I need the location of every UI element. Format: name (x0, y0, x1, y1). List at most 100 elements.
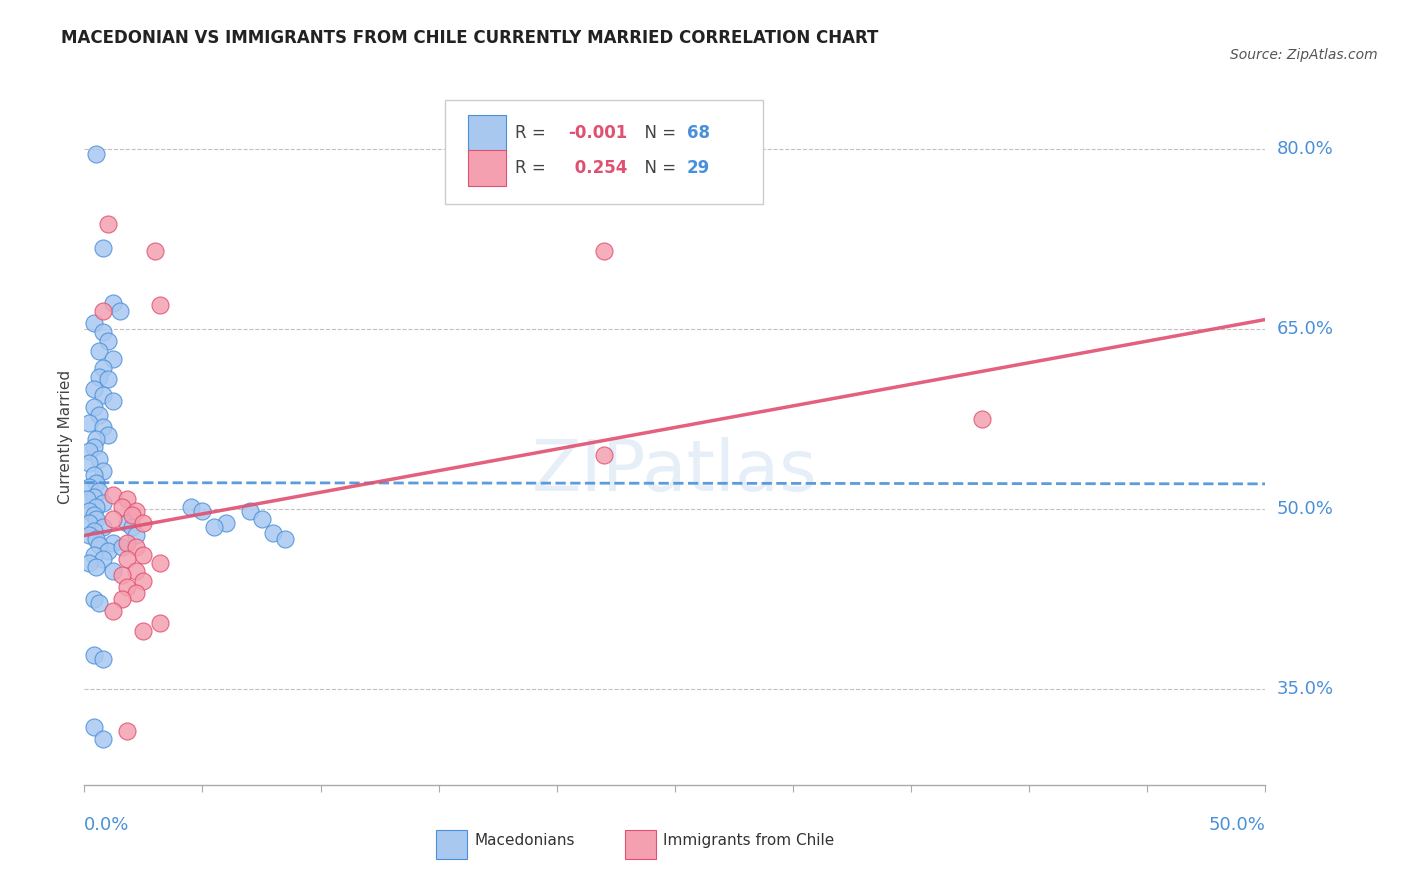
Point (101, 394, 124, 409)
Point (125, 565, 148, 579)
Point (101, 488, 124, 502)
Point (91, 464, 114, 478)
Text: 50.0%: 50.0% (1277, 500, 1333, 518)
FancyBboxPatch shape (626, 830, 657, 859)
FancyBboxPatch shape (468, 115, 506, 151)
Point (77, 504, 100, 518)
Point (84, 475, 107, 490)
Point (91, 732, 114, 747)
Point (91, 420, 114, 434)
Point (250, 511, 273, 525)
Point (83, 440, 105, 454)
Point (84, 433, 107, 447)
Point (132, 624, 155, 639)
Point (970, 412, 993, 426)
Point (84, 500, 107, 514)
Point (101, 295, 124, 310)
Point (97, 544, 120, 558)
Point (77, 444, 100, 458)
Point (87, 538, 110, 552)
Point (121, 508, 143, 522)
Point (239, 504, 262, 518)
Text: 68: 68 (686, 124, 710, 142)
Point (274, 532, 297, 546)
Point (83, 490, 105, 504)
Text: ZIPatlas: ZIPatlas (531, 437, 818, 507)
Point (125, 541, 148, 555)
Point (83, 382, 105, 396)
Point (143, 244, 166, 259)
Point (87, 484, 110, 499)
Point (108, 304, 131, 318)
Point (83, 508, 105, 522)
Point (101, 352, 124, 367)
Y-axis label: Currently Married: Currently Married (58, 370, 73, 504)
Point (84, 511, 107, 525)
Point (262, 526, 284, 541)
Point (83, 524, 105, 538)
Point (202, 520, 225, 534)
Point (111, 568, 134, 582)
Point (132, 574, 155, 588)
Text: N =: N = (634, 159, 681, 177)
Point (115, 723, 138, 738)
Point (215, 516, 238, 531)
Text: 80.0%: 80.0% (1277, 140, 1333, 158)
Point (83, 316, 105, 330)
Point (101, 565, 124, 579)
Point (87, 370, 110, 384)
Point (83, 548, 105, 562)
Point (121, 520, 143, 534)
Point (101, 604, 124, 618)
Text: 29: 29 (686, 159, 710, 177)
Text: R =: R = (516, 124, 551, 142)
Point (191, 504, 214, 518)
Point (77, 416, 100, 430)
Point (91, 388, 114, 402)
Point (83, 592, 105, 607)
Point (115, 552, 138, 566)
Point (77, 556, 100, 570)
Text: Immigrants from Chile: Immigrants from Chile (664, 833, 834, 848)
Point (76, 492, 98, 507)
Point (125, 586, 148, 600)
Text: 0.254: 0.254 (568, 159, 627, 177)
Point (115, 516, 138, 531)
Point (125, 528, 148, 542)
Point (97, 427, 120, 442)
Point (97, 217, 120, 231)
Point (132, 548, 155, 562)
Text: 35.0%: 35.0% (1277, 680, 1334, 698)
Text: Macedonians: Macedonians (474, 833, 575, 848)
Text: Source: ZipAtlas.com: Source: ZipAtlas.com (1230, 48, 1378, 62)
Point (77, 528, 100, 542)
Point (83, 720, 105, 734)
Point (149, 556, 172, 570)
Point (87, 409, 110, 423)
Point (97, 372, 120, 386)
Point (132, 516, 155, 531)
Point (149, 615, 172, 630)
Point (125, 504, 148, 518)
Point (84, 147, 107, 161)
Point (77, 516, 100, 531)
Text: R =: R = (516, 159, 551, 177)
Point (91, 241, 114, 255)
Point (115, 492, 138, 507)
Point (593, 448, 616, 462)
Point (77, 457, 100, 471)
Text: 50.0%: 50.0% (1209, 815, 1265, 833)
Point (87, 596, 110, 610)
Point (111, 541, 134, 555)
Point (91, 652, 114, 666)
Point (115, 535, 138, 549)
Point (87, 451, 110, 466)
Text: MACEDONIAN VS IMMIGRANTS FROM CHILE CURRENTLY MARRIED CORRELATION CHART: MACEDONIAN VS IMMIGRANTS FROM CHILE CURR… (60, 29, 879, 47)
Point (91, 520, 114, 534)
Point (91, 325, 114, 339)
Text: 65.0%: 65.0% (1277, 320, 1333, 338)
Point (111, 592, 134, 607)
Point (91, 304, 114, 318)
Text: N =: N = (634, 124, 681, 142)
Point (83, 400, 105, 414)
